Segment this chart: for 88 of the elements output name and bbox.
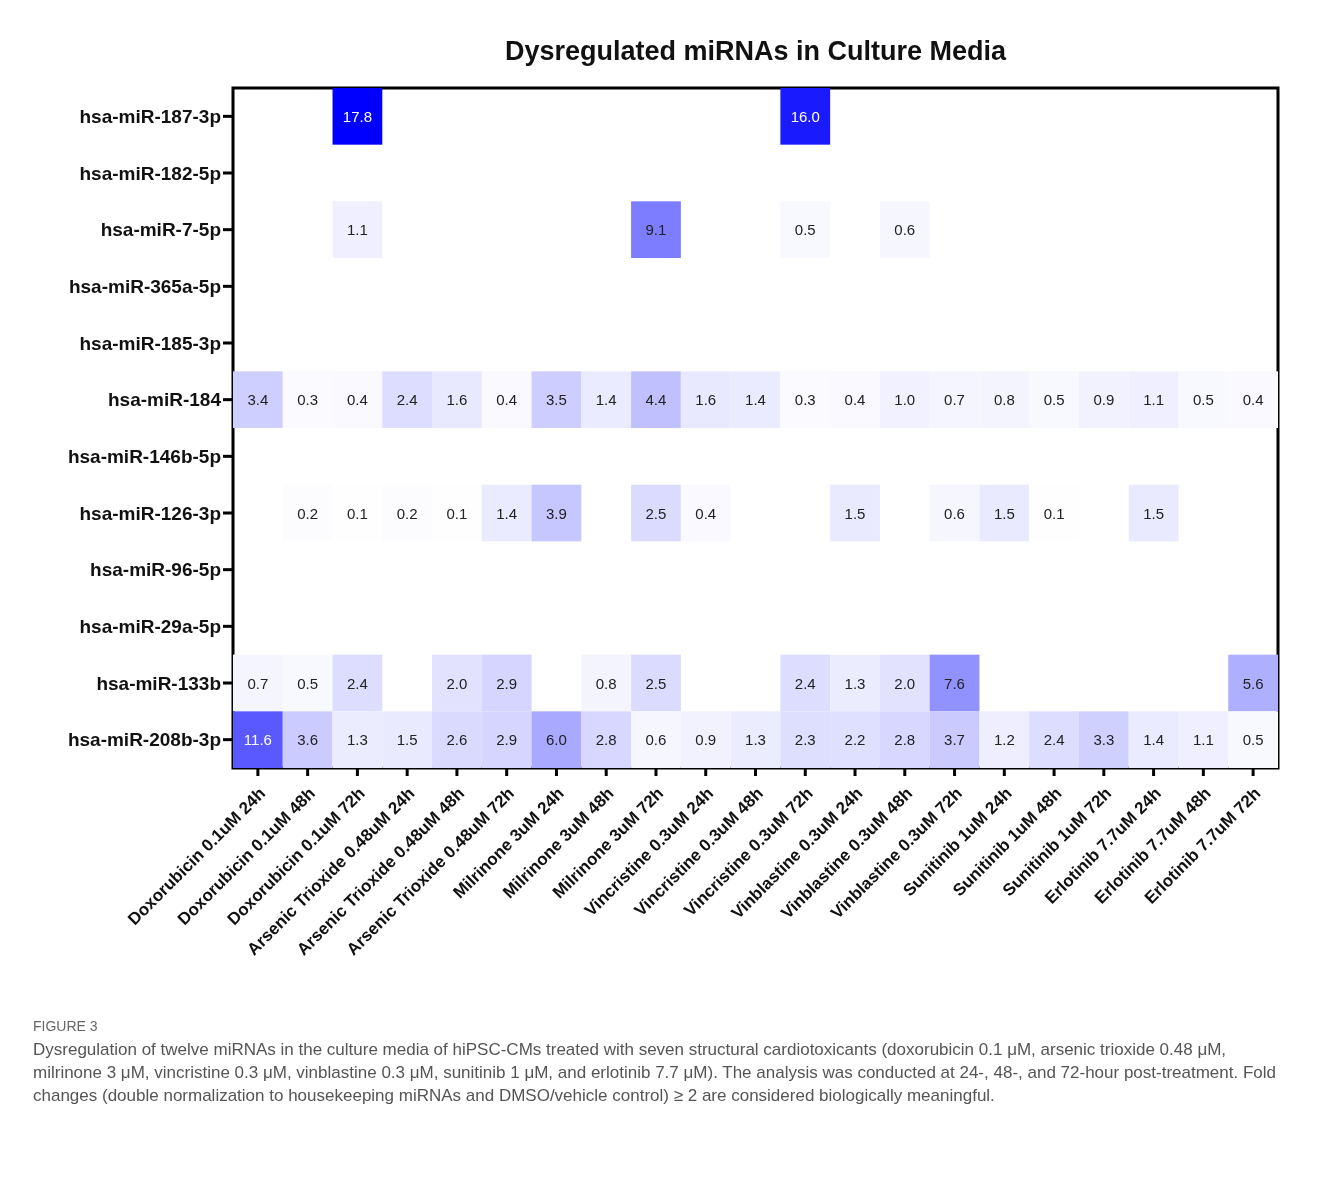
data-label: 0.2	[396, 504, 418, 522]
data-label: 5.6	[1242, 674, 1264, 692]
data-label: 2.0	[894, 674, 916, 692]
y-tick-label: hsa-miR-7-5p	[100, 219, 221, 241]
data-label: 17.8	[342, 107, 373, 125]
data-label: 2.3	[794, 731, 816, 749]
data-label: 3.9	[546, 504, 567, 522]
y-tick-label: hsa-miR-126-3p	[79, 502, 221, 524]
y-tick-label: hsa-miR-146b-5p	[67, 446, 221, 468]
data-label: 0.1	[346, 504, 368, 522]
y-tick-label: hsa-miR-182-5p	[79, 162, 221, 184]
data-label: 0.3	[297, 391, 319, 409]
data-label: 0.5	[1043, 391, 1065, 409]
data-label: 1.4	[745, 391, 766, 409]
data-label: 0.4	[695, 504, 717, 522]
y-tick-label: hsa-miR-187-3p	[79, 106, 221, 128]
data-label: 0.9	[695, 731, 717, 749]
y-tick-label: hsa-miR-185-3p	[79, 332, 221, 354]
data-label: 1.3	[844, 674, 866, 692]
data-label: 0.5	[1192, 391, 1214, 409]
data-label: 0.6	[894, 221, 916, 239]
data-label: 1.5	[844, 504, 866, 522]
data-label: 3.7	[944, 731, 965, 749]
data-label: 0.4	[346, 391, 368, 409]
data-label: 2.9	[496, 731, 518, 749]
data-label: 6.0	[546, 731, 567, 749]
y-tick-label: hsa-miR-184	[108, 389, 222, 411]
data-label: 2.4	[346, 674, 368, 692]
data-label: 1.6	[446, 391, 468, 409]
data-label: 2.8	[595, 731, 617, 749]
data-label: 0.1	[446, 504, 468, 522]
data-label: 2.2	[844, 731, 866, 749]
data-label: 0.5	[794, 221, 816, 239]
data-label: 1.5	[1143, 504, 1165, 522]
data-label: 1.4	[496, 504, 518, 522]
data-label: 0.1	[1043, 504, 1065, 522]
data-label: 1.1	[1192, 731, 1214, 749]
data-label: 2.8	[894, 731, 916, 749]
text: Dysregulation of twelve miRNAs in the culture media of hiPSC-CMs treated with seven structural cardiotoxicants (doxorubicin 0.1 μM, arsenic trioxide 0.48 μM, milrinone 3 μM, vincristine 0.3 μM, vinblastine 0.3 μM, sunitinib 1 μM, and erlotinib 7.7 μM). The analysis was conducted at 24-, 48-, and 72-hour post-treatment. Fold changes (double normalization to housekeeping miRNAs and DMSO/vehicle control) ≥ 2 are considered biologically meaningful.	[33, 1039, 1278, 1107]
data-label: 0.9	[1093, 391, 1115, 409]
data-label: 0.6	[645, 731, 667, 749]
data-label: 0.3	[794, 391, 816, 409]
y-tick-label: hsa-miR-208b-3p	[67, 729, 221, 751]
data-label: 2.9	[496, 674, 518, 692]
data-label: 0.6	[944, 504, 965, 522]
caption: FIGURE 3	[33, 1018, 99, 1034]
y-tick-label: hsa-miR-365a-5p	[68, 276, 221, 298]
data-label: 1.6	[695, 391, 717, 409]
data-label: 1.2	[993, 731, 1015, 749]
data-label: 0.7	[944, 391, 965, 409]
y-tick-label: hsa-miR-133b	[96, 672, 221, 694]
data-label: 0.7	[247, 674, 269, 692]
data-label: 2.6	[446, 731, 468, 749]
data-label: 0.2	[297, 504, 319, 522]
data-label: 1.4	[595, 391, 617, 409]
data-label: 1.3	[745, 731, 766, 749]
chart-title: Dysregulated miRNAs in Culture Media	[503, 36, 1008, 67]
y-tick-label: hsa-miR-96-5p	[90, 559, 221, 581]
data-label: 1.0	[894, 391, 916, 409]
data-label: 7.6	[944, 674, 965, 692]
data-label: 2.5	[645, 674, 667, 692]
data-label: 11.6	[243, 731, 272, 749]
data-label: 1.1	[1143, 391, 1165, 409]
data-label: 1.1	[346, 221, 368, 239]
data-label: 2.5	[645, 504, 667, 522]
data-label: 0.4	[1242, 391, 1264, 409]
y-tick-label: hsa-miR-29a-5p	[79, 616, 221, 638]
data-label: 1.4	[1143, 731, 1165, 749]
data-label: 9.1	[645, 221, 667, 239]
data-label: 1.5	[396, 731, 418, 749]
data-label: 0.4	[496, 391, 518, 409]
data-label: 0.4	[844, 391, 866, 409]
data-label: 4.4	[645, 391, 667, 409]
data-label: 3.6	[297, 731, 319, 749]
data-label: 2.0	[446, 674, 468, 692]
data-label: 1.5	[993, 504, 1015, 522]
data-label: 0.8	[993, 391, 1015, 409]
data-label: 16.0	[790, 107, 820, 125]
data-label: 0.5	[1242, 731, 1264, 749]
data-label: 1.3	[346, 731, 368, 749]
data-label: 3.5	[546, 391, 567, 409]
data-label: 3.4	[247, 391, 269, 409]
data-label: 2.4	[1043, 731, 1065, 749]
data-label: 2.4	[396, 391, 418, 409]
data-label: 2.4	[794, 674, 816, 692]
data-label: 0.8	[595, 674, 617, 692]
data-label: 3.3	[1093, 731, 1115, 749]
data-label: 0.5	[297, 674, 319, 692]
